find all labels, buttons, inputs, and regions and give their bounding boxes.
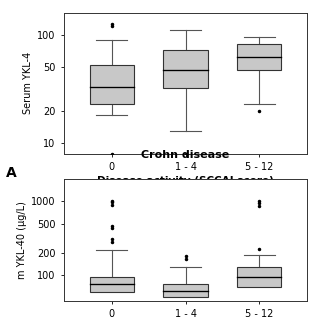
Text: A: A	[6, 166, 17, 180]
Bar	[164, 284, 208, 297]
Text: Crohn disease: Crohn disease	[141, 150, 230, 160]
Bar	[237, 44, 281, 70]
Bar	[237, 267, 281, 287]
X-axis label: Disease activity (SCCAI score): Disease activity (SCCAI score)	[97, 176, 274, 186]
Bar	[90, 277, 134, 292]
Y-axis label: m YKL-40 (μg/L): m YKL-40 (μg/L)	[17, 201, 27, 279]
Bar	[90, 65, 134, 104]
Y-axis label: Serum YKL-4: Serum YKL-4	[23, 52, 33, 114]
Bar	[164, 50, 208, 88]
